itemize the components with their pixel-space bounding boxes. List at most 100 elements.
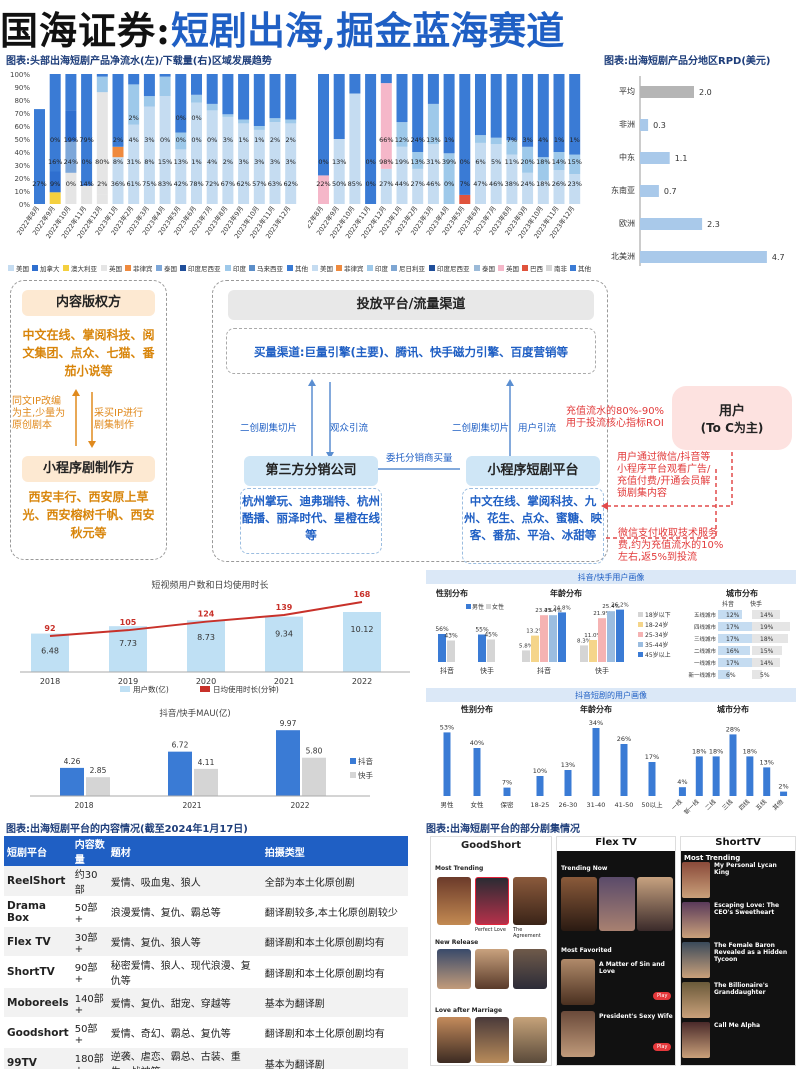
data-label: 27%: [32, 180, 46, 188]
th-count: 内容数量: [71, 836, 108, 866]
mau-chart: 抖音/快手MAU(亿) 4.26 2.85 2018 6.72 4.11 2021 9.97 5…: [30, 708, 373, 810]
legend-swatch: [474, 265, 480, 271]
bar-segment: [522, 172, 534, 204]
cell-genre: 爱情、复仇、狼人等: [107, 926, 262, 957]
bar-segment: [96, 194, 108, 204]
header-band: [426, 688, 796, 702]
legend-label: 18岁以下: [645, 611, 671, 619]
bar-segment: [490, 74, 502, 138]
bar-segment: [553, 170, 565, 204]
data-label: 14%: [552, 158, 566, 166]
legend-label: 泰国: [482, 264, 495, 273]
legend-swatch: [101, 265, 107, 271]
download-share-chart: 22%0%2022年8月50%13%2022年9月85%2022年10月0%0%…: [308, 74, 592, 273]
x-tick-label: 2020: [196, 677, 216, 686]
data-label: 7%: [460, 180, 470, 188]
data-label: 5%: [491, 158, 501, 166]
value-label: 18%: [760, 636, 774, 643]
y-tick-label: 0%: [19, 201, 30, 209]
data-label: 85%: [348, 180, 362, 188]
shorttv-list-item[interactable]: Escaping Love: The CEO's Sweetheart: [682, 902, 794, 940]
play-button-2[interactable]: Play: [653, 1043, 672, 1051]
table-row: Flex TV 30部+ 爱情、复仇、狼人等 翻译剧和本土化原创剧均有: [4, 926, 408, 957]
data-label: 27%: [379, 180, 393, 188]
data-label: 3%: [223, 136, 233, 144]
bar: [598, 618, 606, 662]
value-label: 10%: [533, 767, 547, 775]
bar-segment: [49, 74, 61, 172]
cell-platform: ShortTV: [4, 956, 72, 988]
cell-genre: 浪漫爱情、复仇、霸总等: [107, 896, 262, 927]
bar: [589, 640, 597, 662]
x-tick-label: 快手: [595, 666, 609, 675]
shorttv-list-item[interactable]: My Personal Lycan King: [682, 862, 794, 900]
poster-title: The Billionaire's Granddaughter: [714, 982, 769, 996]
chart-title: 抖音/快手用户画像: [578, 572, 645, 582]
data-label: 23%: [567, 180, 581, 188]
y-tick-label: 80%: [14, 97, 30, 105]
bar: [718, 646, 750, 655]
shorttv-list-item[interactable]: The Female Baron Revealed as a Hidden Ty…: [682, 942, 794, 980]
data-label: 2%: [270, 136, 280, 144]
data-label: 13%: [426, 136, 440, 144]
cell-genre: 秘密爱情、狼人、现代浪漫、复仇等: [107, 956, 262, 988]
value-label: 25.4%: [602, 604, 619, 610]
bar-segment: [128, 74, 140, 85]
value-label: 18%: [743, 747, 757, 755]
data-label: 27%: [410, 180, 424, 188]
bar: [729, 734, 737, 796]
category-label: 平均: [619, 86, 635, 96]
data-label: 0%: [444, 180, 454, 188]
x-tick-label: 其他: [771, 798, 785, 812]
shorttv-list-item[interactable]: The Billionaire's Granddaughter: [682, 982, 794, 1020]
y-tick-label: 30%: [14, 162, 30, 170]
bar-segment: [522, 74, 534, 147]
bar-segment: [490, 137, 502, 145]
left-dashed-group: [10, 280, 167, 560]
value-label: 4.11: [198, 758, 215, 767]
data-label: 1%: [191, 158, 201, 166]
bar: [746, 756, 754, 796]
legend-label: 女性: [492, 603, 504, 611]
cell-type: 翻译剧较多,本土化原创剧较少: [261, 896, 408, 927]
bar: [616, 609, 624, 662]
legend-swatch: [638, 652, 643, 657]
value-label: 1.1: [675, 154, 688, 163]
value-label: 8.73: [197, 633, 215, 642]
label-wechat-fee: 微信支付收取技术服务费,约为充值流水的10%左右,返5%到投流: [618, 528, 724, 563]
bar-segment: [269, 122, 281, 204]
data-label: 80%: [95, 158, 109, 166]
user-box: 用户 (To C为主): [672, 386, 792, 450]
y-tick-label: 50%: [14, 136, 30, 144]
mini-platform-header: 小程序短剧平台: [466, 456, 600, 486]
shorttv-list-item[interactable]: Call Me Alpha: [682, 1022, 794, 1060]
flextv-trending: Trending Now: [561, 865, 608, 872]
bar: [752, 622, 790, 631]
play-button-1[interactable]: Play: [653, 992, 672, 1000]
bar: [712, 756, 720, 796]
x-tick-label: 抖音: [440, 666, 454, 675]
legend-label: 35-44岁: [645, 641, 668, 649]
bar-segment: [238, 119, 250, 124]
data-label: 62%: [283, 180, 297, 188]
cell-type: 翻译剧和本土化原创剧均有: [261, 1017, 408, 1048]
bar: [109, 626, 147, 672]
bar: [780, 791, 788, 796]
x-tick-label: 2019: [118, 677, 138, 686]
legend-label: 菲律宾: [133, 264, 153, 273]
legend-swatch: [350, 758, 356, 764]
x-tick-label: 一线: [670, 798, 684, 812]
bar-segment: [96, 76, 108, 93]
value-label: 10.12: [351, 625, 374, 634]
flextv-t2: President's Sexy Wife: [599, 1013, 673, 1020]
value-label: 13%: [759, 758, 773, 766]
bar-segment: [443, 153, 455, 204]
legend-swatch: [638, 632, 643, 637]
caption-rpd: 图表:出海短剧产品分地区RPD(美元): [604, 56, 771, 67]
user-arrows: [601, 452, 733, 539]
data-label: 12%: [395, 136, 409, 144]
screenshot-flextv: Flex TV Trending Now Most Favorited A Ma…: [556, 836, 676, 1066]
bar-segment: [81, 183, 93, 186]
bar-segment: [128, 84, 140, 125]
